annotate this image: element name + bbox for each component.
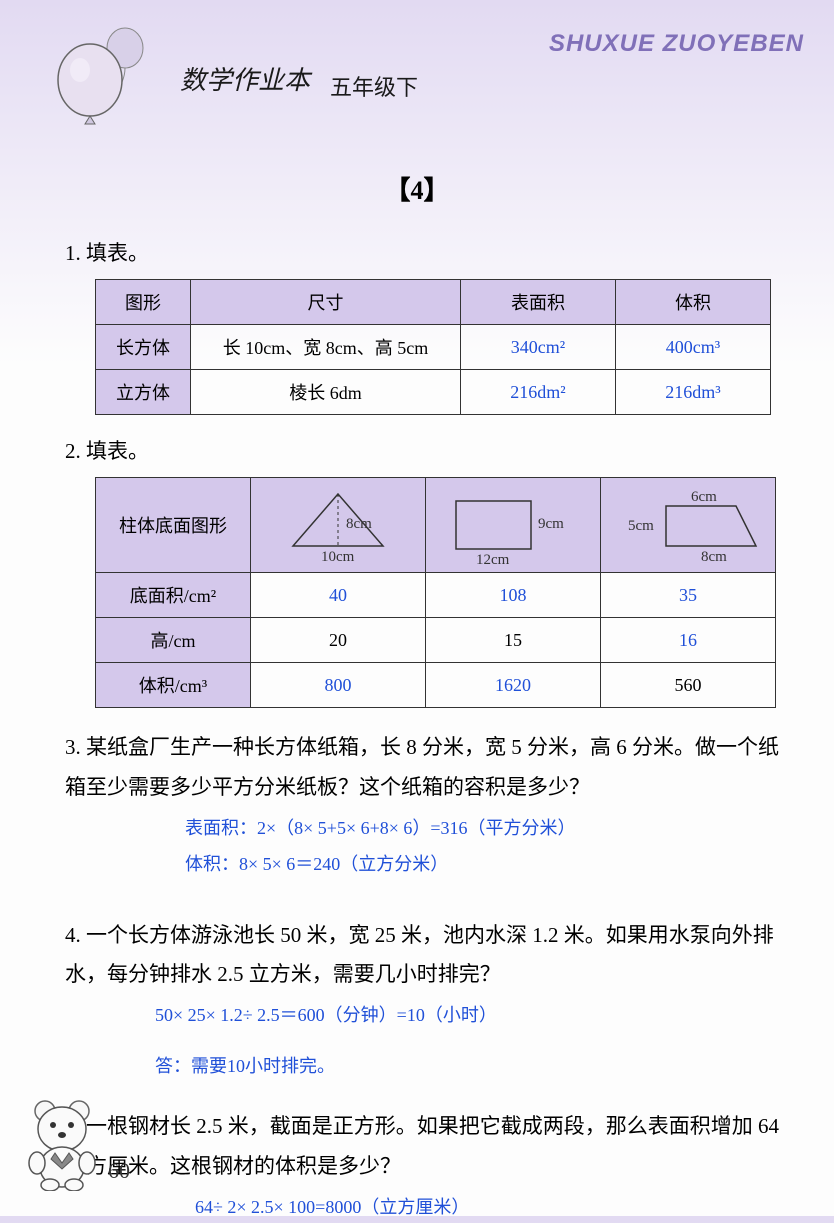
page-number: 60 [108,1158,130,1184]
table2-shape-triangle: 8cm 10cm [251,478,426,573]
grade-level: 五年级下 [330,70,418,102]
table2-label-height: 高/cm [96,618,251,663]
svg-text:8cm: 8cm [701,549,727,564]
table2-area-2: 108 [426,573,601,618]
table2-shape-rectangle: 9cm 12cm [426,478,601,573]
svg-text:8cm: 8cm [346,516,372,532]
problem-2-label: 2. 填表。 [65,435,784,465]
table2-volume-1: 800 [251,663,426,708]
table2-height-2: 15 [426,618,601,663]
table1-header-shape: 图形 [96,280,191,325]
problem-4-solution-2: 答：需要10小时排完。 [155,1050,784,1082]
problem-3: 3. 某纸盒厂生产一种长方体纸箱，长 8 分米，宽 5 分米，高 6 分米。做一… [65,728,784,881]
table2-label-volume: 体积/cm³ [96,663,251,708]
problem-4-solution-1: 50× 25× 1.2÷ 2.5＝600（分钟）=10（小时） [155,999,784,1031]
table1-header-size: 尺寸 [191,280,461,325]
table1-r2-shape: 立方体 [96,370,191,415]
pinyin-title: SHUXUE ZUOYEBEN [549,30,804,58]
table2-volume-2: 1620 [426,663,601,708]
problem-3-solution-1: 表面积：2×（8× 5+5× 6+8× 6）=316（平方分米） [185,812,784,844]
table2-volume-3: 560 [601,663,776,708]
table1-r2-area: 216dm² [461,370,616,415]
table2-row-label-shape: 柱体底面图形 [96,478,251,573]
problem-5: 5. 一根钢材长 2.5 米，截面是正方形。如果把它截成两段，那么表面积增加 6… [65,1107,784,1223]
table2-shape-trapezoid: 6cm 5cm 8cm [601,478,776,573]
section-number: 【4】 [50,170,784,207]
problem-1: 1. 填表。 图形 尺寸 表面积 体积 长方体 长 10cm、宽 8cm、高 5… [65,237,784,415]
svg-text:12cm: 12cm [476,552,510,564]
problem-1-label: 1. 填表。 [65,237,784,267]
problem-4-text: 4. 一个长方体游泳池长 50 米，宽 25 米，池内水深 1.2 米。如果用水… [65,916,784,996]
page-header: 数学作业本 五年级下 SHUXUE ZUOYEBEN [50,30,784,120]
problem-2-table: 柱体底面图形 8cm 10cm 9cm 12cm 6 [95,477,776,708]
table2-height-3: 16 [601,618,776,663]
svg-text:10cm: 10cm [321,549,355,564]
table2-label-area: 底面积/cm² [96,573,251,618]
svg-text:6cm: 6cm [691,489,717,505]
problem-3-text: 3. 某纸盒厂生产一种长方体纸箱，长 8 分米，宽 5 分米，高 6 分米。做一… [65,728,784,808]
table2-height-1: 20 [251,618,426,663]
table1-r1-volume: 400cm³ [616,325,771,370]
problem-2: 2. 填表。 柱体底面图形 8cm 10cm 9cm 12cm [65,435,784,708]
table1-header-volume: 体积 [616,280,771,325]
problem-4: 4. 一个长方体游泳池长 50 米，宽 25 米，池内水深 1.2 米。如果用水… [65,916,784,1083]
balloon-decoration [40,20,150,145]
table1-r1-area: 340cm² [461,325,616,370]
table1-r1-shape: 长方体 [96,325,191,370]
table2-area-3: 35 [601,573,776,618]
table2-area-1: 40 [251,573,426,618]
svg-text:9cm: 9cm [538,516,564,532]
problem-3-solution-2: 体积：8× 5× 6＝240（立方分米） [185,848,784,880]
problem-5-solution-1: 64÷ 2× 2.5× 100=8000（立方厘米） [195,1191,784,1223]
problem-1-table: 图形 尺寸 表面积 体积 长方体 长 10cm、宽 8cm、高 5cm 340c… [95,279,771,415]
table1-r1-size: 长 10cm、宽 8cm、高 5cm [191,325,461,370]
bear-decoration [15,1081,110,1196]
svg-text:5cm: 5cm [628,518,654,534]
problem-5-text: 5. 一根钢材长 2.5 米，截面是正方形。如果把它截成两段，那么表面积增加 6… [65,1107,784,1187]
table1-header-area: 表面积 [461,280,616,325]
workbook-title: 数学作业本 [180,60,310,97]
table1-r2-volume: 216dm³ [616,370,771,415]
table1-r2-size: 棱长 6dm [191,370,461,415]
